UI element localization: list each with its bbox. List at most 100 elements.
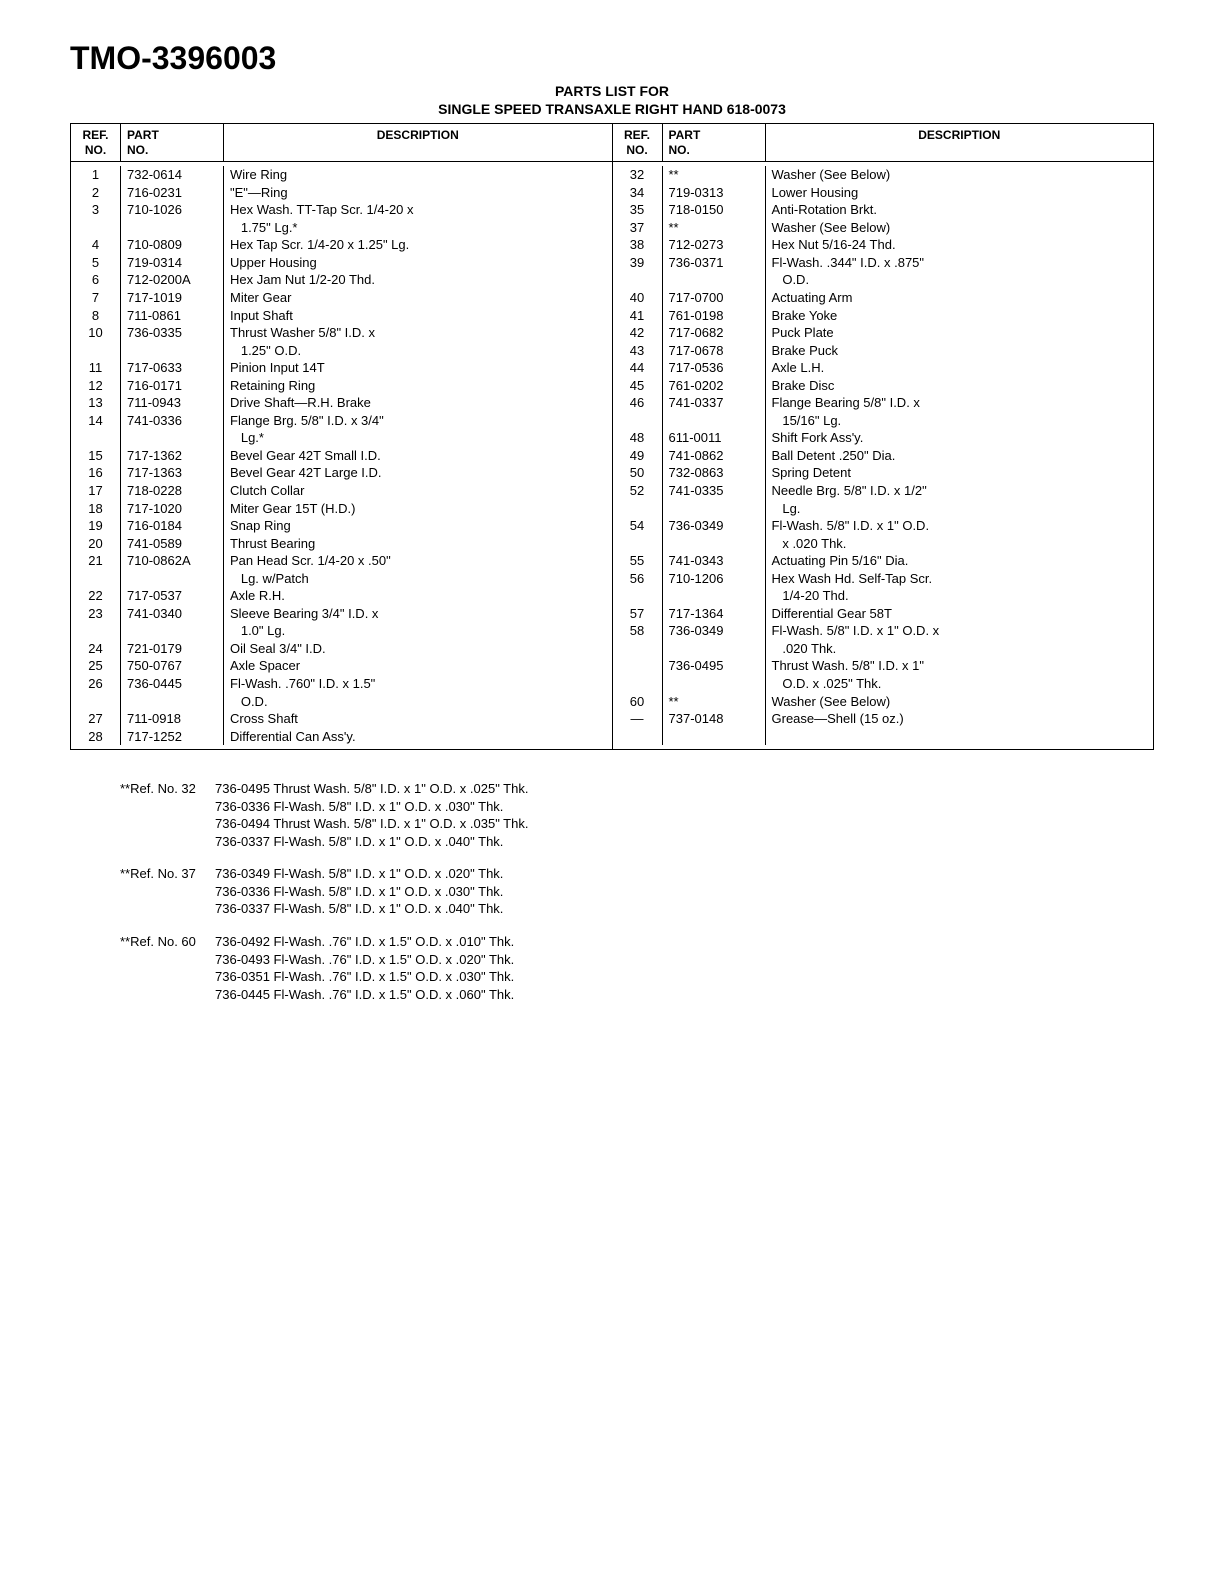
- footnote-lines: 736-0495 Thrust Wash. 5/8" I.D. x 1" O.D…: [215, 780, 1154, 850]
- table-row: 39736-0371Fl-Wash. .344" I.D. x .875": [613, 254, 1154, 272]
- table-row: 17718-0228Clutch Collar: [71, 482, 612, 500]
- cell-part: 717-1020: [121, 500, 224, 518]
- cell-desc: Shift Fork Ass'y.: [766, 429, 1154, 447]
- cell-part: 717-0536: [663, 359, 766, 377]
- table-row: 35718-0150Anti-Rotation Brkt.: [613, 201, 1154, 219]
- table-row: 22717-0537Axle R.H.: [71, 587, 612, 605]
- table-row: 55741-0343Actuating Pin 5/16" Dia.: [613, 552, 1154, 570]
- table-row: 5719-0314Upper Housing: [71, 254, 612, 272]
- cell-desc: Bevel Gear 42T Small I.D.: [224, 447, 612, 465]
- cell-desc: Wire Ring: [224, 166, 612, 184]
- table-row: 40717-0700Actuating Arm: [613, 289, 1154, 307]
- cell-ref: 58: [613, 622, 663, 640]
- cell-ref: 25: [71, 657, 121, 675]
- cell-ref: 20: [71, 535, 121, 553]
- cell-desc: Washer (See Below): [766, 166, 1154, 184]
- cell-ref: [71, 693, 121, 711]
- cell-ref: 7: [71, 289, 121, 307]
- cell-part: 717-1364: [663, 605, 766, 623]
- cell-ref: 42: [613, 324, 663, 342]
- cell-part: 736-0445: [121, 675, 224, 693]
- cell-part: 710-0862A: [121, 552, 224, 570]
- cell-part: [663, 728, 766, 746]
- cell-desc: Anti-Rotation Brkt.: [766, 201, 1154, 219]
- cell-desc: Input Shaft: [224, 307, 612, 325]
- cell-ref: 6: [71, 271, 121, 289]
- table-row: [613, 728, 1154, 746]
- table-row: 7717-1019Miter Gear: [71, 289, 612, 307]
- table-row: 25750-0767Axle Spacer: [71, 657, 612, 675]
- cell-ref: 26: [71, 675, 121, 693]
- cell-part: 741-0340: [121, 605, 224, 623]
- footnote-line: 736-0336 Fl-Wash. 5/8" I.D. x 1" O.D. x …: [215, 883, 1154, 901]
- table-row: 16717-1363Bevel Gear 42T Large I.D.: [71, 464, 612, 482]
- table-row: 60**Washer (See Below): [613, 693, 1154, 711]
- cell-desc: Brake Puck: [766, 342, 1154, 360]
- cell-ref: [71, 570, 121, 588]
- cell-part: 741-0336: [121, 412, 224, 430]
- cell-ref: 14: [71, 412, 121, 430]
- cell-part: [121, 570, 224, 588]
- table-row: .020 Thk.: [613, 640, 1154, 658]
- cell-ref: 38: [613, 236, 663, 254]
- cell-desc: .020 Thk.: [766, 640, 1154, 658]
- table-left-half: REF.NO. PARTNO. DESCRIPTION 1732-0614Wir…: [71, 124, 613, 749]
- cell-part: 717-0537: [121, 587, 224, 605]
- cell-ref: 43: [613, 342, 663, 360]
- cell-part: 718-0150: [663, 201, 766, 219]
- table-header-left: REF.NO. PARTNO. DESCRIPTION: [71, 124, 612, 162]
- table-row: 50732-0863Spring Detent: [613, 464, 1154, 482]
- cell-ref: 57: [613, 605, 663, 623]
- footnote-line: 736-0336 Fl-Wash. 5/8" I.D. x 1" O.D. x …: [215, 798, 1154, 816]
- cell-ref: 27: [71, 710, 121, 728]
- table-row: 6712-0200AHex Jam Nut 1/2-20 Thd.: [71, 271, 612, 289]
- cell-ref: 39: [613, 254, 663, 272]
- cell-desc: Bevel Gear 42T Large I.D.: [224, 464, 612, 482]
- cell-ref: 34: [613, 184, 663, 202]
- cell-part: 716-0184: [121, 517, 224, 535]
- cell-ref: 15: [71, 447, 121, 465]
- cell-desc: Axle Spacer: [224, 657, 612, 675]
- cell-desc: Sleeve Bearing 3/4" I.D. x: [224, 605, 612, 623]
- parts-table: REF.NO. PARTNO. DESCRIPTION 1732-0614Wir…: [70, 123, 1154, 750]
- table-row: 12716-0171Retaining Ring: [71, 377, 612, 395]
- cell-ref: 12: [71, 377, 121, 395]
- cell-desc: Cross Shaft: [224, 710, 612, 728]
- cell-ref: 10: [71, 324, 121, 342]
- footnote-label: **Ref. No. 32: [120, 780, 215, 850]
- cell-ref: 1: [71, 166, 121, 184]
- cell-desc: Hex Tap Scr. 1/4-20 x 1.25" Lg.: [224, 236, 612, 254]
- cell-part: 761-0198: [663, 307, 766, 325]
- cell-desc: Miter Gear: [224, 289, 612, 307]
- cell-desc: O.D.: [766, 271, 1154, 289]
- cell-part: 717-0682: [663, 324, 766, 342]
- cell-part: 741-0343: [663, 552, 766, 570]
- cell-ref: [71, 622, 121, 640]
- cell-ref: [613, 535, 663, 553]
- cell-desc: Pan Head Scr. 1/4-20 x .50": [224, 552, 612, 570]
- table-row: 57717-1364Differential Gear 58T: [613, 605, 1154, 623]
- cell-part: 732-0863: [663, 464, 766, 482]
- cell-desc: Washer (See Below): [766, 693, 1154, 711]
- cell-desc: Fl-Wash. 5/8" I.D. x 1" O.D.: [766, 517, 1154, 535]
- cell-desc: Flange Bearing 5/8" I.D. x: [766, 394, 1154, 412]
- table-row: 21710-0862APan Head Scr. 1/4-20 x .50": [71, 552, 612, 570]
- cell-ref: [613, 412, 663, 430]
- cell-part: 732-0614: [121, 166, 224, 184]
- cell-ref: [71, 219, 121, 237]
- table-row: 1.25" O.D.: [71, 342, 612, 360]
- table-row: 46741-0337Flange Bearing 5/8" I.D. x: [613, 394, 1154, 412]
- footnote-lines: 736-0492 Fl-Wash. .76" I.D. x 1.5" O.D. …: [215, 933, 1154, 1003]
- cell-part: 710-1206: [663, 570, 766, 588]
- cell-ref: [613, 728, 663, 746]
- cell-part: 717-1362: [121, 447, 224, 465]
- table-row: Lg.: [613, 500, 1154, 518]
- table-row: 54736-0349Fl-Wash. 5/8" I.D. x 1" O.D.: [613, 517, 1154, 535]
- cell-desc: Pinion Input 14T: [224, 359, 612, 377]
- table-row: O.D. x .025" Thk.: [613, 675, 1154, 693]
- footnote-lines: 736-0349 Fl-Wash. 5/8" I.D. x 1" O.D. x …: [215, 865, 1154, 918]
- cell-ref: [613, 500, 663, 518]
- cell-desc: Needle Brg. 5/8" I.D. x 1/2": [766, 482, 1154, 500]
- table-row: 1.75" Lg.*: [71, 219, 612, 237]
- cell-part: 719-0313: [663, 184, 766, 202]
